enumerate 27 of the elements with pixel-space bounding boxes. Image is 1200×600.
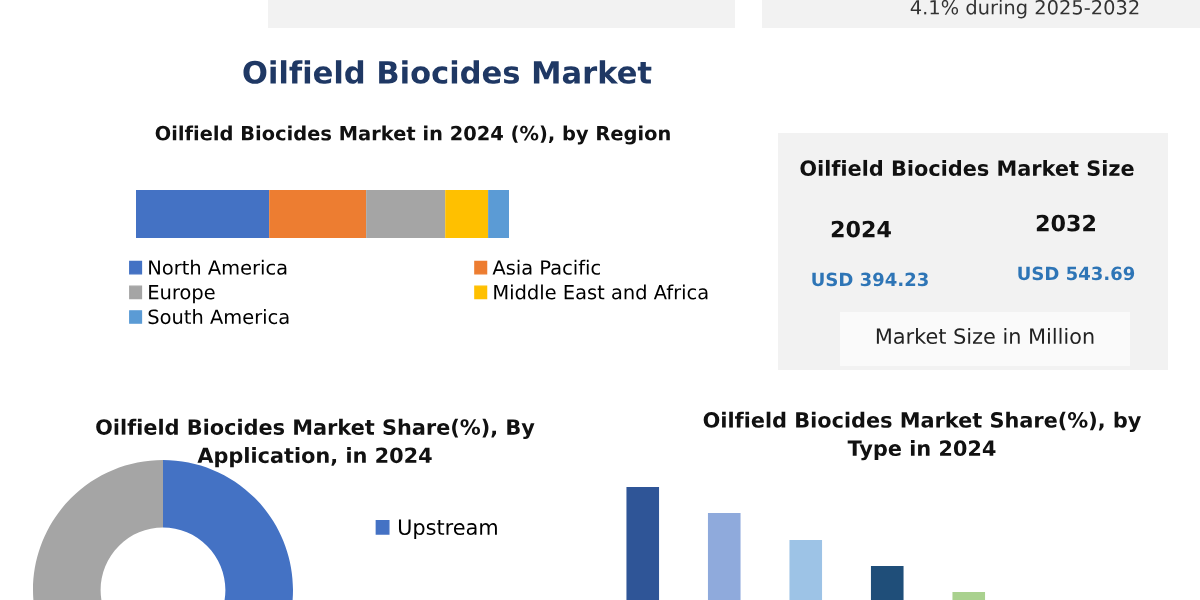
text: 2024 [831, 220, 891, 238]
legend-label: Europe [149, 285, 215, 304]
legend-label: Asia Pacific [492, 259, 600, 275]
legend-label: South America [148, 309, 289, 325]
chart-title: Oilfield Biocides Market [243, 60, 652, 84]
bar [488, 190, 509, 238]
bar [707, 512, 741, 600]
text: USD 394.23 [812, 272, 928, 287]
chart-title: Oilfield Biocides Market Share(%), by Type in 2024 [703, 411, 1141, 461]
text: Oilfield Biocides Market Size [800, 159, 1134, 177]
chart-subtitle: Oilfield Biocides Market in 2024 (%), by Region [155, 125, 670, 145]
text: USD 543.69 [1018, 266, 1135, 281]
legend-label: North America [149, 259, 287, 275]
text: 2032 [1036, 214, 1095, 232]
legend-label: Upstream [398, 519, 497, 540]
text: 4.1% during 2025-2032 [910, 0, 1139, 19]
text: Market Size in Million [876, 327, 1094, 345]
chart-title: Oilfield Biocides Market Share(%), By Application, in 2024 [96, 418, 535, 468]
bar [445, 190, 489, 238]
bar [789, 540, 823, 600]
bar [626, 487, 660, 600]
bar [136, 190, 270, 238]
bar [952, 592, 986, 600]
bar [269, 190, 367, 238]
legend-label: Middle East and Africa [494, 284, 708, 300]
bar [870, 566, 904, 600]
bar [366, 190, 446, 238]
